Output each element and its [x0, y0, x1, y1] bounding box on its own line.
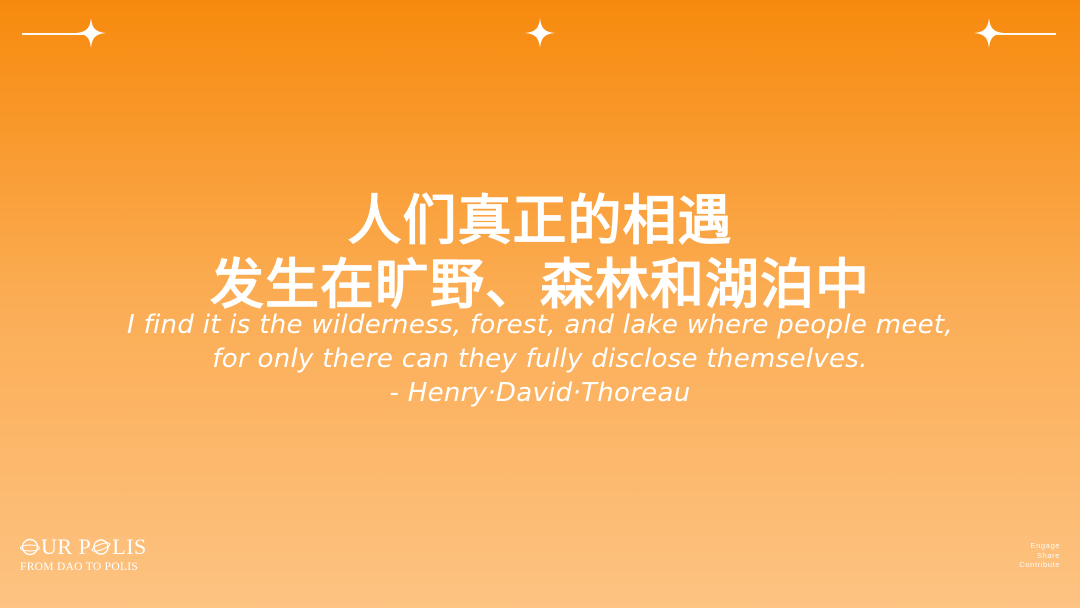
- tagline-engage: Engage: [1030, 541, 1060, 550]
- quote-chinese-line-2: 发生在旷野、森林和湖泊中: [210, 252, 870, 316]
- planet-icon: [20, 537, 40, 557]
- quote-english: I find it is the wilderness, forest, and…: [0, 308, 1080, 410]
- sparkle-icon: [974, 18, 1004, 48]
- decorative-line-left: [22, 33, 84, 35]
- logo-wordmark: UR P LIS: [20, 535, 147, 559]
- quote-block: 人们真正的相遇 发生在旷野、森林和湖泊中 I find it is the wi…: [0, 188, 1080, 410]
- our-polis-logo: UR P LIS FROM DAO TO POLIS: [20, 535, 147, 574]
- sparkle-icon: [525, 18, 555, 48]
- tagline: Engage Share Contribute: [1019, 541, 1060, 570]
- tagline-contribute: Contribute: [1019, 560, 1060, 569]
- logo-wordmark-prefix: UR P: [41, 534, 92, 559]
- decorative-line-right: [996, 33, 1056, 35]
- tagline-share: Share: [1036, 550, 1060, 560]
- logo-wordmark-suffix: LIS: [112, 534, 147, 559]
- planet-icon: [91, 537, 111, 557]
- quote-chinese-line-1: 人们真正的相遇: [347, 188, 733, 252]
- quote-english-line-1: I find it is the wilderness, forest, and…: [127, 310, 953, 340]
- logo-subtitle: FROM DAO TO POLIS: [20, 561, 139, 573]
- quote-attribution: - Henry·David·Thoreau: [389, 378, 691, 408]
- quote-english-line-2: for only there can they fully disclose t…: [212, 344, 868, 374]
- sparkle-icon: [76, 18, 106, 48]
